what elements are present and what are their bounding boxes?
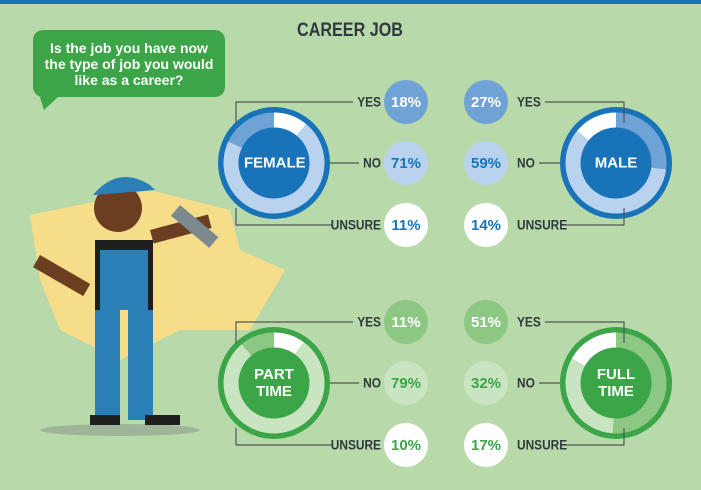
value-badge [464,203,508,247]
value-badge [464,423,508,467]
top-border [0,0,701,4]
donut-segment [615,112,667,170]
category-label: UNSURE [517,217,568,233]
donut-segment [223,124,325,214]
connector [545,101,625,123]
value-badge [384,203,428,247]
value-label: 18% [391,94,421,111]
value-label: 27% [471,94,501,111]
category-label: NO [517,155,535,171]
donut-segment [565,358,615,434]
worker [33,177,219,425]
value-badge [464,361,508,405]
value-label: 79% [391,375,421,392]
connector [545,321,625,343]
value-badge [464,80,508,124]
question-bubble: Is the job you have now the type of job … [33,30,225,97]
donut-segment [223,342,325,434]
connector [235,101,353,123]
value-label: 59% [471,155,501,172]
category-label: YES [357,94,381,110]
shadow [40,424,200,436]
page-title: CAREER JOB [297,20,403,41]
category-label: NO [363,375,381,391]
value-badge [384,361,428,405]
connector [235,208,333,226]
value-label: 14% [471,217,501,234]
value-label: 17% [471,437,501,454]
donut-title: PART TIME [254,366,294,400]
value-label: 10% [391,437,421,454]
value-badge [384,300,428,344]
category-label: UNSURE [331,217,382,233]
donut-center [241,130,307,196]
bubble-tail [40,97,58,110]
category-label: NO [363,155,381,171]
donut-title: FULL TIME [596,366,636,400]
connector [565,428,625,446]
donut-segment [565,130,667,214]
value-label: 71% [391,155,421,172]
connector [565,208,625,226]
value-label: 11% [391,314,420,331]
value-badge [384,423,428,467]
category-label: YES [517,94,541,110]
donut-segment [228,112,275,149]
donut-segment [571,332,617,367]
value-label: 51% [471,314,501,331]
donut-segment [577,112,617,141]
wall-patch [30,190,285,360]
donut-segment [241,332,275,356]
value-badge [464,141,508,185]
connector [235,321,353,343]
category-label: NO [517,375,535,391]
donut-title: MALE [594,154,638,172]
donut-segment [273,332,304,355]
value-badge [384,141,428,185]
category-label: UNSURE [517,437,568,453]
connector [235,428,333,446]
value-badge [464,300,508,344]
donut-center [583,130,649,196]
value-label: 32% [471,375,501,392]
donut-segment [612,332,667,434]
category-label: YES [517,314,541,330]
category-label: YES [357,314,381,330]
value-label: 11% [391,217,420,234]
donut-center [583,350,649,416]
donut-center [241,350,307,416]
donut-segment [273,112,307,136]
category-label: UNSURE [331,437,382,453]
value-badge [384,80,428,124]
donut-title: FEMALE [244,154,306,172]
